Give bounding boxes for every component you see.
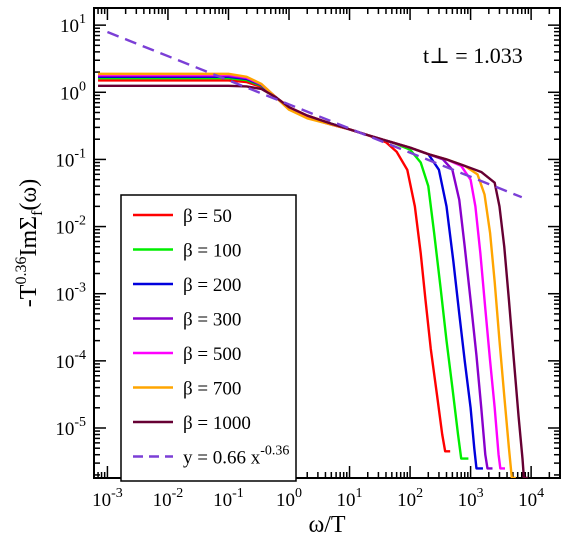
legend-label-7: y = 0.66 x-0.36 bbox=[183, 444, 289, 469]
legend-label-5: β = 700 bbox=[183, 379, 241, 400]
legend-label-0: β = 50 bbox=[183, 206, 232, 227]
x-tick-label: 10-1 bbox=[213, 486, 244, 511]
legend: β = 50 β = 100 β = 200 β = 300 β = 500 β = 70… bbox=[120, 194, 297, 482]
x-tick-label: 100 bbox=[276, 486, 302, 511]
plot-area: 10-3 10-2 10-1 100 101 102 103 104 10-5 10-4 10-3 1… bbox=[13, 7, 561, 538]
y-tick-label: 101 bbox=[60, 12, 86, 37]
y-tick-label: 10-5 bbox=[55, 415, 86, 440]
y-tick-label: 10-2 bbox=[55, 214, 86, 239]
x-tick-label: 103 bbox=[458, 486, 484, 511]
x-tick-label: 10-2 bbox=[153, 486, 184, 511]
y-tick-label: 10-3 bbox=[55, 281, 86, 306]
legend-label-6: β = 1000 bbox=[183, 413, 251, 434]
series-line-7 bbox=[106, 30, 523, 199]
plot-frame bbox=[93, 7, 561, 479]
series-line-6 bbox=[98, 84, 528, 478]
legend-label-2: β = 200 bbox=[183, 275, 241, 296]
x-tick-label: 104 bbox=[518, 486, 544, 511]
legend-label-1: β = 100 bbox=[183, 241, 241, 262]
x-tick-label: 10-3 bbox=[92, 486, 123, 511]
y-tick-label: 10-1 bbox=[55, 146, 86, 171]
y-tick-label: 10-4 bbox=[55, 348, 86, 373]
legend-label-4: β = 500 bbox=[183, 344, 241, 365]
series-group bbox=[98, 30, 528, 478]
x-axis-label: ω/T bbox=[308, 512, 345, 538]
x-tick-label: 102 bbox=[397, 486, 423, 511]
y-axis-label: -T0.36ImΣf(ω) bbox=[13, 179, 46, 307]
annotation-t-perp: t⊥ = 1.033 bbox=[423, 43, 523, 68]
legend-label-3: β = 300 bbox=[183, 310, 241, 331]
legend-box bbox=[120, 194, 297, 482]
x-tick-label: 101 bbox=[337, 486, 363, 511]
y-tick-label: 100 bbox=[60, 79, 86, 104]
